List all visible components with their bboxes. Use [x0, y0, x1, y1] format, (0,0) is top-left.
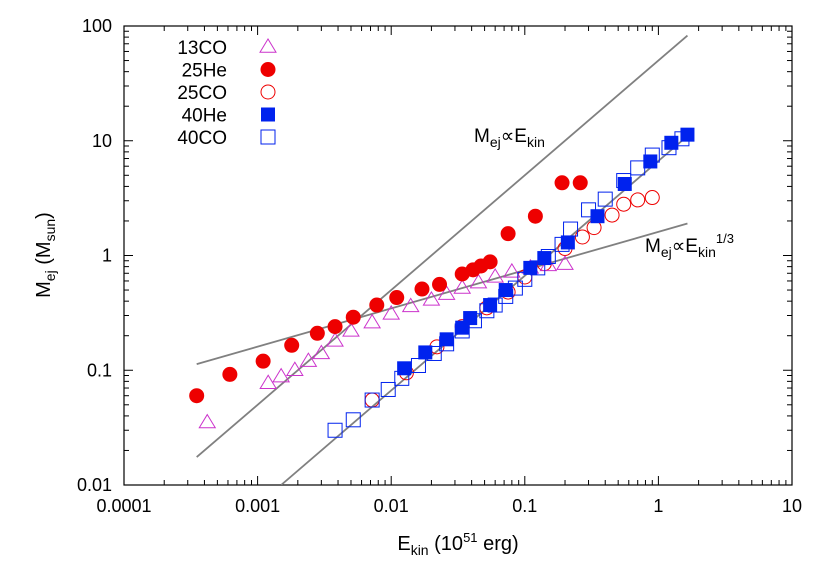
- legend-marker-25He: [260, 62, 276, 77]
- series-25He: [189, 175, 588, 404]
- point-40He: [617, 176, 632, 191]
- point-13CO: [422, 290, 441, 306]
- point-13CO: [401, 297, 420, 313]
- point-40He: [498, 283, 513, 298]
- legend-label-25He: 25He: [182, 61, 227, 82]
- point-25CO: [630, 192, 646, 208]
- point-13CO: [556, 255, 574, 270]
- x-tick-label: 0.01: [374, 496, 409, 516]
- point-13CO: [299, 352, 318, 367]
- y-axis-label: Mej (Msun): [33, 212, 58, 298]
- point-13CO: [326, 331, 344, 347]
- point-13CO: [198, 413, 217, 429]
- x-tick-label: 0.1: [512, 496, 537, 516]
- x-tick-label: 0.001: [235, 496, 280, 516]
- point-40He: [664, 135, 679, 150]
- point-40He: [643, 154, 658, 169]
- point-40He: [439, 332, 454, 347]
- point-40He: [397, 361, 412, 376]
- point-25He: [309, 325, 325, 341]
- fit-line-0: [196, 34, 689, 458]
- x-tick-label: 1: [653, 496, 663, 516]
- point-40CO: [364, 392, 380, 408]
- point-25He: [414, 281, 430, 297]
- point-25CO: [616, 196, 632, 212]
- legend-marker-25CO: [260, 84, 276, 100]
- point-40He: [483, 298, 498, 313]
- point-13CO: [285, 361, 304, 376]
- y-tick-label: 1: [102, 246, 112, 266]
- axis-ticks: [123, 26, 792, 486]
- point-13CO: [363, 313, 382, 329]
- point-13CO: [453, 279, 472, 294]
- point-40He: [463, 311, 478, 326]
- point-40CO: [630, 160, 646, 176]
- point-25He: [500, 226, 516, 242]
- point-40He: [523, 260, 538, 275]
- point-25He: [189, 388, 205, 404]
- y-tick-label: 0.01: [77, 475, 112, 495]
- legend-label-25CO: 25CO: [177, 83, 227, 104]
- point-25He: [572, 175, 588, 191]
- series-13CO: [198, 255, 574, 429]
- point-40CO: [327, 422, 343, 438]
- point-25He: [482, 254, 498, 270]
- data-markers: [189, 127, 695, 438]
- point-13CO: [437, 285, 456, 300]
- point-40CO: [563, 221, 579, 237]
- y-tick-label: 0.1: [87, 360, 112, 380]
- point-40He: [680, 127, 695, 142]
- axis-tick-labels: 0.0001 0.001 0.01 0.1 1 10 0.01 0.1 1 10 100: [77, 16, 802, 516]
- x-axis-label: Ekin (1051 erg): [397, 530, 518, 558]
- point-25He: [389, 290, 405, 306]
- point-25He: [527, 208, 543, 224]
- legend-label-40CO: 40CO: [177, 128, 227, 149]
- x-tick-label: 10: [782, 496, 802, 516]
- point-25CO: [364, 392, 380, 408]
- point-40He: [560, 235, 575, 250]
- point-13CO: [486, 268, 505, 283]
- point-13CO: [469, 273, 488, 289]
- point-13CO: [272, 367, 291, 383]
- legend-marker-40He: [261, 107, 275, 122]
- point-25He: [284, 337, 300, 353]
- point-40He: [418, 345, 433, 360]
- point-40He: [537, 251, 552, 266]
- y-tick-label: 100: [82, 16, 112, 36]
- point-25He: [222, 366, 238, 382]
- y-tick-label: 10: [92, 131, 112, 151]
- point-13CO: [502, 262, 521, 278]
- point-13CO: [342, 321, 360, 337]
- point-40CO: [380, 381, 396, 397]
- point-25CO: [644, 190, 660, 206]
- x-tick-label: 0.0001: [96, 496, 151, 516]
- point-25He: [369, 297, 385, 313]
- point-25He: [255, 353, 271, 369]
- point-13CO: [259, 374, 278, 389]
- point-13CO: [312, 344, 331, 360]
- point-25He: [345, 309, 361, 325]
- point-25He: [432, 276, 448, 292]
- point-40CO: [345, 412, 361, 428]
- fit-lines: [196, 34, 689, 485]
- point-40CO: [597, 191, 613, 207]
- point-25CO: [604, 207, 620, 223]
- line-label-cuberoot: Mej∝Ekin1/3: [645, 231, 734, 260]
- line-label-linear: Mej∝Ekin: [474, 126, 545, 150]
- point-25CO: [574, 229, 590, 245]
- legend-label-40He: 40He: [182, 106, 227, 127]
- legend-marker-13CO: [259, 38, 277, 53]
- legend-marker-40CO: [260, 129, 276, 145]
- series-40He: [397, 127, 695, 376]
- legend-label-13CO: 13CO: [177, 38, 227, 59]
- point-25He: [554, 175, 570, 191]
- point-40He: [590, 209, 605, 224]
- point-13CO: [382, 304, 401, 320]
- point-25He: [327, 319, 343, 335]
